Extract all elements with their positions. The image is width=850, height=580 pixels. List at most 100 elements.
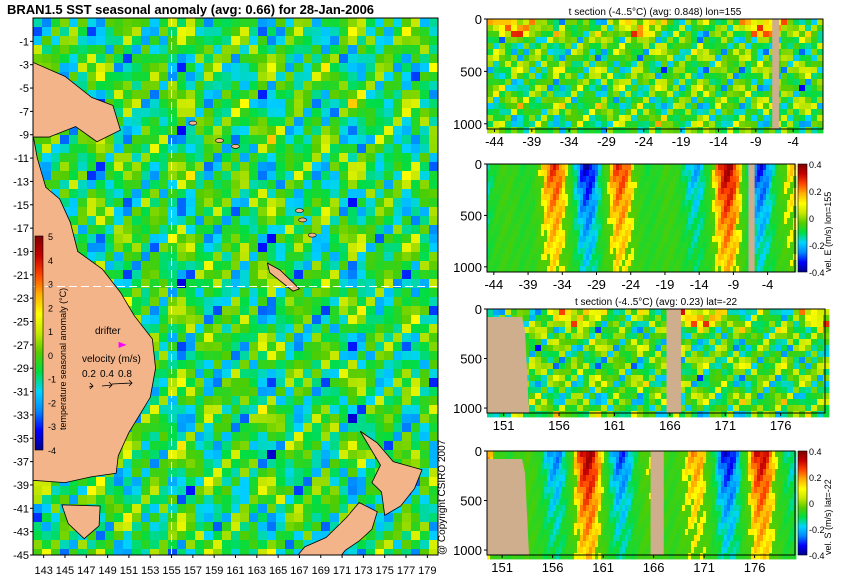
section-xtick-label: 166 [643,560,665,575]
section-ytick-label: 1000 [453,401,482,416]
velocity-legend-label: velocity (m/s) [82,354,141,365]
drifter-marker-icon [118,341,127,348]
section-ytick-label: 0 [475,12,482,27]
pacific-island [295,208,304,213]
section-colorbar-tick: 0 [809,499,814,509]
map-colorbar-tick: 2 [48,303,53,313]
section-frame [486,18,824,130]
section-ytick-label: 500 [460,208,482,223]
section-xtick-label: -44 [484,277,503,292]
map-xtick-label: 169 [312,565,330,577]
section-xtick-label: 176 [744,560,766,575]
section-xtick-label: 156 [548,418,570,433]
section-xtick-label: 161 [592,560,614,575]
map-ytick-label: -19 [13,246,29,258]
map-ytick-label: -21 [13,270,29,282]
map-xtick-label: 173 [354,565,372,577]
section-xtick-label: -24 [621,277,640,292]
pacific-island [215,138,224,143]
map-xtick-label: 171 [333,565,351,577]
map-ytick-label: -11 [14,153,29,165]
section-colorbar-tick: 0.4 [809,447,822,457]
map-ytick-label: -13 [13,176,29,188]
map-xtick-label: 157 [184,565,202,577]
section-field [487,164,797,273]
section-ytick-label: 1000 [453,543,482,558]
map-ytick-label: -39 [13,480,29,492]
velocity-legend-tick: 0.2 [82,369,96,380]
section-xtick-label: 151 [493,418,515,433]
section-xtick-label: 166 [659,418,681,433]
section-xtick-label: -34 [560,134,579,149]
map-colorbar [34,235,44,451]
section-xtick-label: -39 [519,277,538,292]
section-frame [486,163,796,273]
map-colorbar-tick: 3 [48,280,53,290]
section-ytick-label: 1000 [453,117,482,132]
pacific-island [231,144,240,149]
figure-title: BRAN1.5 SST seasonal anomaly (avg: 0.66)… [7,2,374,17]
new-guinea-landmass [33,61,121,143]
vel-s-section-lat-22-panel: 0 500 1000 151 156 161 166 171 176 0.4 0.2 0 -0.2 -0.… [453,444,833,575]
section-xtick-label: 156 [542,560,564,575]
section-xtick-label: -24 [634,134,653,149]
section-xtick-label: -29 [597,134,616,149]
nz-south-island [297,501,378,555]
map-ytick-label: -1 [19,36,29,48]
section-ytick-label: 500 [460,64,482,79]
section-colorbar-tick: -0.4 [809,551,825,561]
section-colorbar-label: vel. E (m/s) lon=155 [823,192,833,272]
section-title: t section (-4..5°C) (avg: 0.848) lon=155 [569,7,742,18]
map-xtick-label: 163 [248,565,266,577]
map-colorbar-tick: -2 [48,398,56,408]
map-xtick-label: 153 [141,565,159,577]
map-xtick-label: 145 [56,565,74,577]
map-colorbar-tick: -3 [48,422,56,432]
section-colorbar-tick: 0.2 [809,473,822,483]
map-xtick-label: 147 [77,565,95,577]
section-xtick-label: 171 [714,418,736,433]
map-ytick-label: -15 [13,200,29,212]
map-xtick-label: 159 [205,565,223,577]
section-colorbar-tick: 0.2 [809,187,822,197]
section-xtick-label: -9 [750,134,762,149]
section-ytick-label: 0 [475,157,482,172]
velocity-arrow-icon [88,382,94,390]
pacific-island [307,232,317,238]
map-xtick-label: 151 [120,565,138,577]
map-colorbar-tick: -4 [48,446,56,456]
section-colorbar-tick: 0 [809,214,814,224]
map-xtick-label: 177 [397,565,415,577]
sst-field [33,18,438,555]
section-xtick-label: -19 [656,277,675,292]
new-caledonia-island [266,262,301,292]
section-ytick-label: 0 [475,302,482,317]
vel-e-section-lon155-panel: 0 500 1000-44 -39 -34 -29 -24 -19 -14 -9 -4 0.4 0.2 0… [453,157,833,292]
pacific-island [188,120,198,126]
sst-map-panel: -1-3-5-7-9-11-13-15-17-19-21-23-25-27-29… [13,17,439,577]
section-colorbar-tick: -0.4 [809,268,825,278]
section-xtick-label: -9 [728,277,740,292]
section-ytick-label: 500 [460,494,482,509]
section-title: t section (-4..5°C) (avg: 0.23) lat=-22 [575,297,738,308]
section-xtick-label: -44 [485,134,504,149]
map-ytick-label: -17 [13,223,29,235]
section-field [487,309,830,418]
nz-north-island [359,430,423,516]
pacific-island [298,217,307,223]
velocity-arrow-icon [101,381,113,389]
map-ytick-label: -43 [13,527,29,539]
section-xtick-label: -14 [690,277,709,292]
section-colorbar-label: vel. S (m/s) lat=-22 [823,479,833,555]
section-land [666,309,681,413]
section-colorbar-tick: 0.4 [809,160,822,170]
t-section-lon155-panel: 0 500 1000-44 -39 -34 -29 -24 -19 -14 -9 -4 t secti… [453,7,824,149]
map-xtick-label: 143 [34,565,52,577]
map-ytick-label: -25 [13,317,29,329]
map-ytick-label: -31 [13,387,29,399]
map-xtick-label: 167 [290,565,308,577]
section-colorbar-tick: -0.2 [809,525,825,535]
map-colorbar-tick: 4 [48,256,53,266]
section-xtick-label: 171 [693,560,715,575]
copyright-notice: @ Copyright CSIRO 2007 [437,439,448,555]
